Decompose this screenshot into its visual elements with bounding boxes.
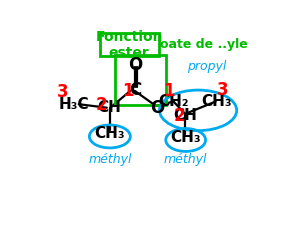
Text: 2: 2 <box>174 107 185 125</box>
Text: oate de ..yle: oate de ..yle <box>160 38 248 51</box>
Text: CH: CH <box>97 100 121 115</box>
Text: 3: 3 <box>56 83 68 101</box>
Text: CH₃: CH₃ <box>170 130 201 145</box>
Text: méthyl: méthyl <box>164 153 207 166</box>
Text: O: O <box>128 55 142 74</box>
Text: CH₃: CH₃ <box>201 93 232 109</box>
Text: 1: 1 <box>163 82 175 100</box>
Text: 3: 3 <box>217 81 228 98</box>
Text: H₃C: H₃C <box>59 97 89 112</box>
Text: 1: 1 <box>122 82 133 100</box>
Text: CH₂: CH₂ <box>158 93 188 109</box>
Text: C: C <box>129 81 141 99</box>
Text: 2: 2 <box>95 96 107 114</box>
Text: CH: CH <box>174 109 198 123</box>
Text: méthyl: méthyl <box>88 153 132 166</box>
Text: propyl: propyl <box>187 60 226 73</box>
Text: O: O <box>150 99 164 117</box>
Text: Fonction
ester: Fonction ester <box>95 30 163 60</box>
Text: CH₃: CH₃ <box>95 126 125 141</box>
Bar <box>100 33 159 56</box>
Bar <box>115 55 166 105</box>
